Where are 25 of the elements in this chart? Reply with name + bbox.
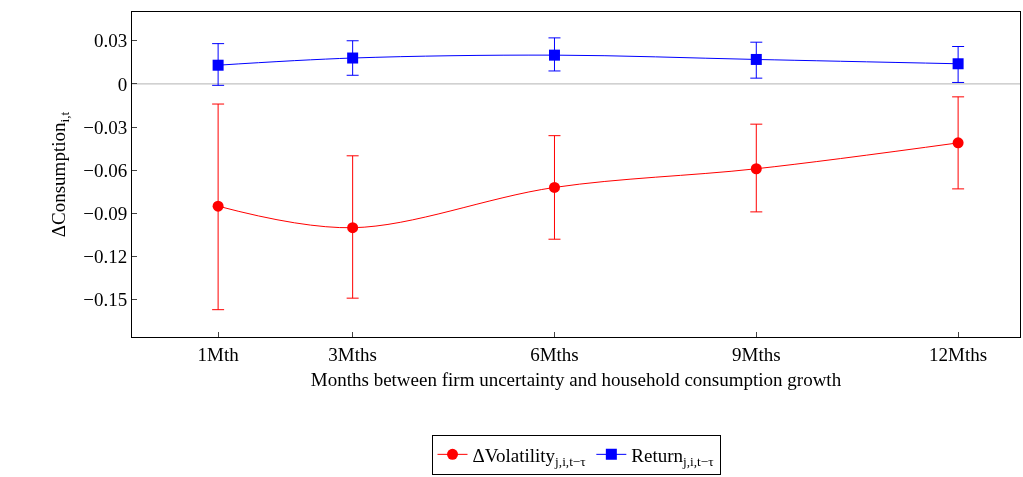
x-tick-label: 9Mths: [732, 343, 781, 365]
x-tick-label: 3Mths: [328, 343, 377, 365]
y-tick-label: −0.12: [83, 246, 128, 268]
point: [212, 59, 224, 71]
y-tick-label: −0.15: [83, 289, 128, 311]
point: [750, 53, 762, 65]
y-tick-label: 0.03: [93, 30, 128, 52]
point: [952, 137, 964, 149]
y-tick-label: 0: [117, 73, 128, 95]
point: [548, 181, 560, 193]
legend-label: ΔVolatility$_{j,i,t−τ}$: [472, 444, 587, 469]
x-tick-label: 6Mths: [530, 343, 579, 365]
y-tick-label: −0.03: [83, 116, 128, 138]
legend-label: Return$_{j,i,t−τ}$: [631, 444, 715, 469]
point: [952, 58, 964, 70]
y-tick-label: −0.06: [83, 159, 128, 181]
x-tick-label: 12Mths: [929, 343, 988, 365]
x-axis-title: Months between firm uncertainty and household consumption growth: [310, 368, 842, 390]
y-tick-label: −0.09: [83, 202, 128, 224]
point: [347, 52, 359, 64]
point: [750, 163, 762, 175]
point: [548, 49, 560, 61]
x-tick-label: 1Mth: [197, 343, 240, 365]
point: [212, 200, 224, 212]
point: [347, 222, 359, 234]
